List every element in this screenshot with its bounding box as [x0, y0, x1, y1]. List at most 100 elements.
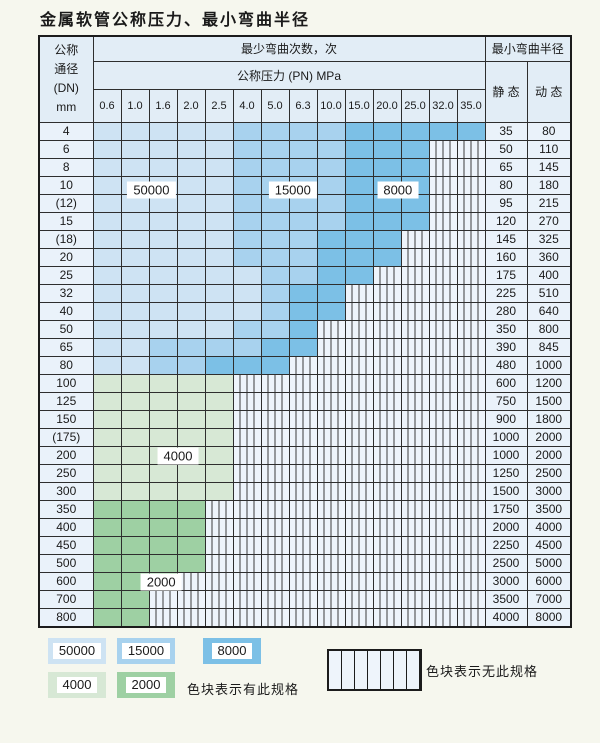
no-spec-cell [456, 319, 486, 339]
static-radius-cell: 80 [484, 175, 528, 195]
spec-cell [92, 175, 122, 195]
no-spec-cell [456, 589, 486, 609]
spec-cell [176, 157, 206, 177]
dn-cell: 6 [38, 139, 94, 159]
spec-cell [288, 211, 318, 231]
dn-cell: 450 [38, 535, 94, 555]
dn-cell: 125 [38, 391, 94, 411]
spec-cell [204, 445, 234, 465]
spec-cell [344, 229, 374, 249]
no-spec-cell [400, 265, 430, 285]
dynamic-radius-cell: 800 [526, 319, 572, 339]
spec-cell [148, 463, 178, 483]
no-spec-cell [428, 337, 458, 357]
spec-cell [120, 535, 150, 555]
page-title: 金属软管公称压力、最小弯曲半径 [40, 12, 311, 29]
no-spec-cell [400, 427, 430, 447]
spec-cell [400, 211, 430, 231]
static-radius-cell: 900 [484, 409, 528, 429]
table-row: 400 2000 4000 [38, 517, 572, 537]
spec-cell [120, 391, 150, 411]
dynamic-radius-cell: 2000 [526, 445, 572, 465]
no-spec-cell [204, 589, 234, 609]
table-row: (12) 95 215 [38, 193, 572, 213]
spec-cell [204, 229, 234, 249]
spec-cell [288, 157, 318, 177]
spec-cell [232, 301, 262, 321]
static-radius-cell: 3500 [484, 589, 528, 609]
no-spec-cell [260, 427, 290, 447]
dn-cell: 8 [38, 157, 94, 177]
dynamic-radius-cell: 145 [526, 157, 572, 177]
spec-cell [176, 409, 206, 429]
spec-cell [204, 247, 234, 267]
table-row: 65 390 845 [38, 337, 572, 357]
zone-label-15000: 15000 [268, 181, 317, 199]
pressure-value-header: 6.3 [288, 88, 318, 123]
spec-cell [120, 229, 150, 249]
dn-cell: 15 [38, 211, 94, 231]
static-radius-cell: 3000 [484, 571, 528, 591]
table-row: 200 1000 2000 [38, 445, 572, 465]
no-spec-cell [344, 553, 374, 573]
spec-cell [400, 157, 430, 177]
no-spec-cell [428, 427, 458, 447]
spec-cell [344, 265, 374, 285]
dynamic-radius-cell: 3500 [526, 499, 572, 519]
spec-cell [456, 121, 486, 141]
dynamic-radius-cell: 510 [526, 283, 572, 303]
dn-header-line: 通径 [54, 62, 79, 77]
spec-cell [204, 319, 234, 339]
spec-cell [120, 373, 150, 393]
legend-swatch-4000: 4000 [48, 672, 106, 698]
static-radius-cell: 225 [484, 283, 528, 303]
spec-cell [288, 229, 318, 249]
no-spec-cell [456, 409, 486, 429]
no-spec-cell [316, 607, 346, 627]
spec-cell [344, 121, 374, 141]
spec-cell [260, 283, 290, 303]
legend-swatch-15000: 15000 [117, 638, 175, 664]
no-spec-cell [456, 193, 486, 213]
spec-cell [372, 247, 402, 267]
no-spec-cell [456, 427, 486, 447]
no-spec-cell [400, 409, 430, 429]
static-radius-cell: 1000 [484, 427, 528, 447]
dn-cell: 4 [38, 121, 94, 141]
spec-cell [232, 283, 262, 303]
pressure-value-header: 1.6 [148, 88, 178, 123]
no-spec-cell [456, 373, 486, 393]
no-spec-cell [288, 553, 318, 573]
spec-cell [260, 265, 290, 285]
spec-cell [316, 157, 346, 177]
spec-cell [176, 373, 206, 393]
spec-cell [92, 139, 122, 159]
no-spec-cell [204, 571, 234, 591]
spec-cell [204, 157, 234, 177]
no-spec-cell [288, 463, 318, 483]
spec-cell [120, 265, 150, 285]
spec-cell [148, 157, 178, 177]
spec-cell [204, 337, 234, 357]
dn-cell: 80 [38, 355, 94, 375]
no-spec-cell [372, 391, 402, 411]
spec-cell [232, 337, 262, 357]
spec-cell [232, 175, 262, 195]
pressure-value-header: 25.0 [400, 88, 430, 123]
no-spec-cell [316, 373, 346, 393]
spec-cell [92, 409, 122, 429]
no-spec-cell [288, 571, 318, 591]
dynamic-header: 动 态 [526, 60, 572, 123]
no-spec-cell [260, 463, 290, 483]
dynamic-radius-cell: 640 [526, 301, 572, 321]
spec-cell [204, 373, 234, 393]
spec-table: 公称 通径 (DN) mm 最少弯曲次数，次 最小弯曲半径 公称压力 (PN) MPa 静 态… [38, 35, 572, 628]
no-spec-cell [176, 589, 206, 609]
no-spec-cell [400, 589, 430, 609]
spec-cell [372, 139, 402, 159]
spec-cell [204, 463, 234, 483]
spec-cell [316, 283, 346, 303]
no-spec-cell [176, 571, 206, 591]
spec-cell [232, 355, 262, 375]
no-spec-cell [344, 373, 374, 393]
